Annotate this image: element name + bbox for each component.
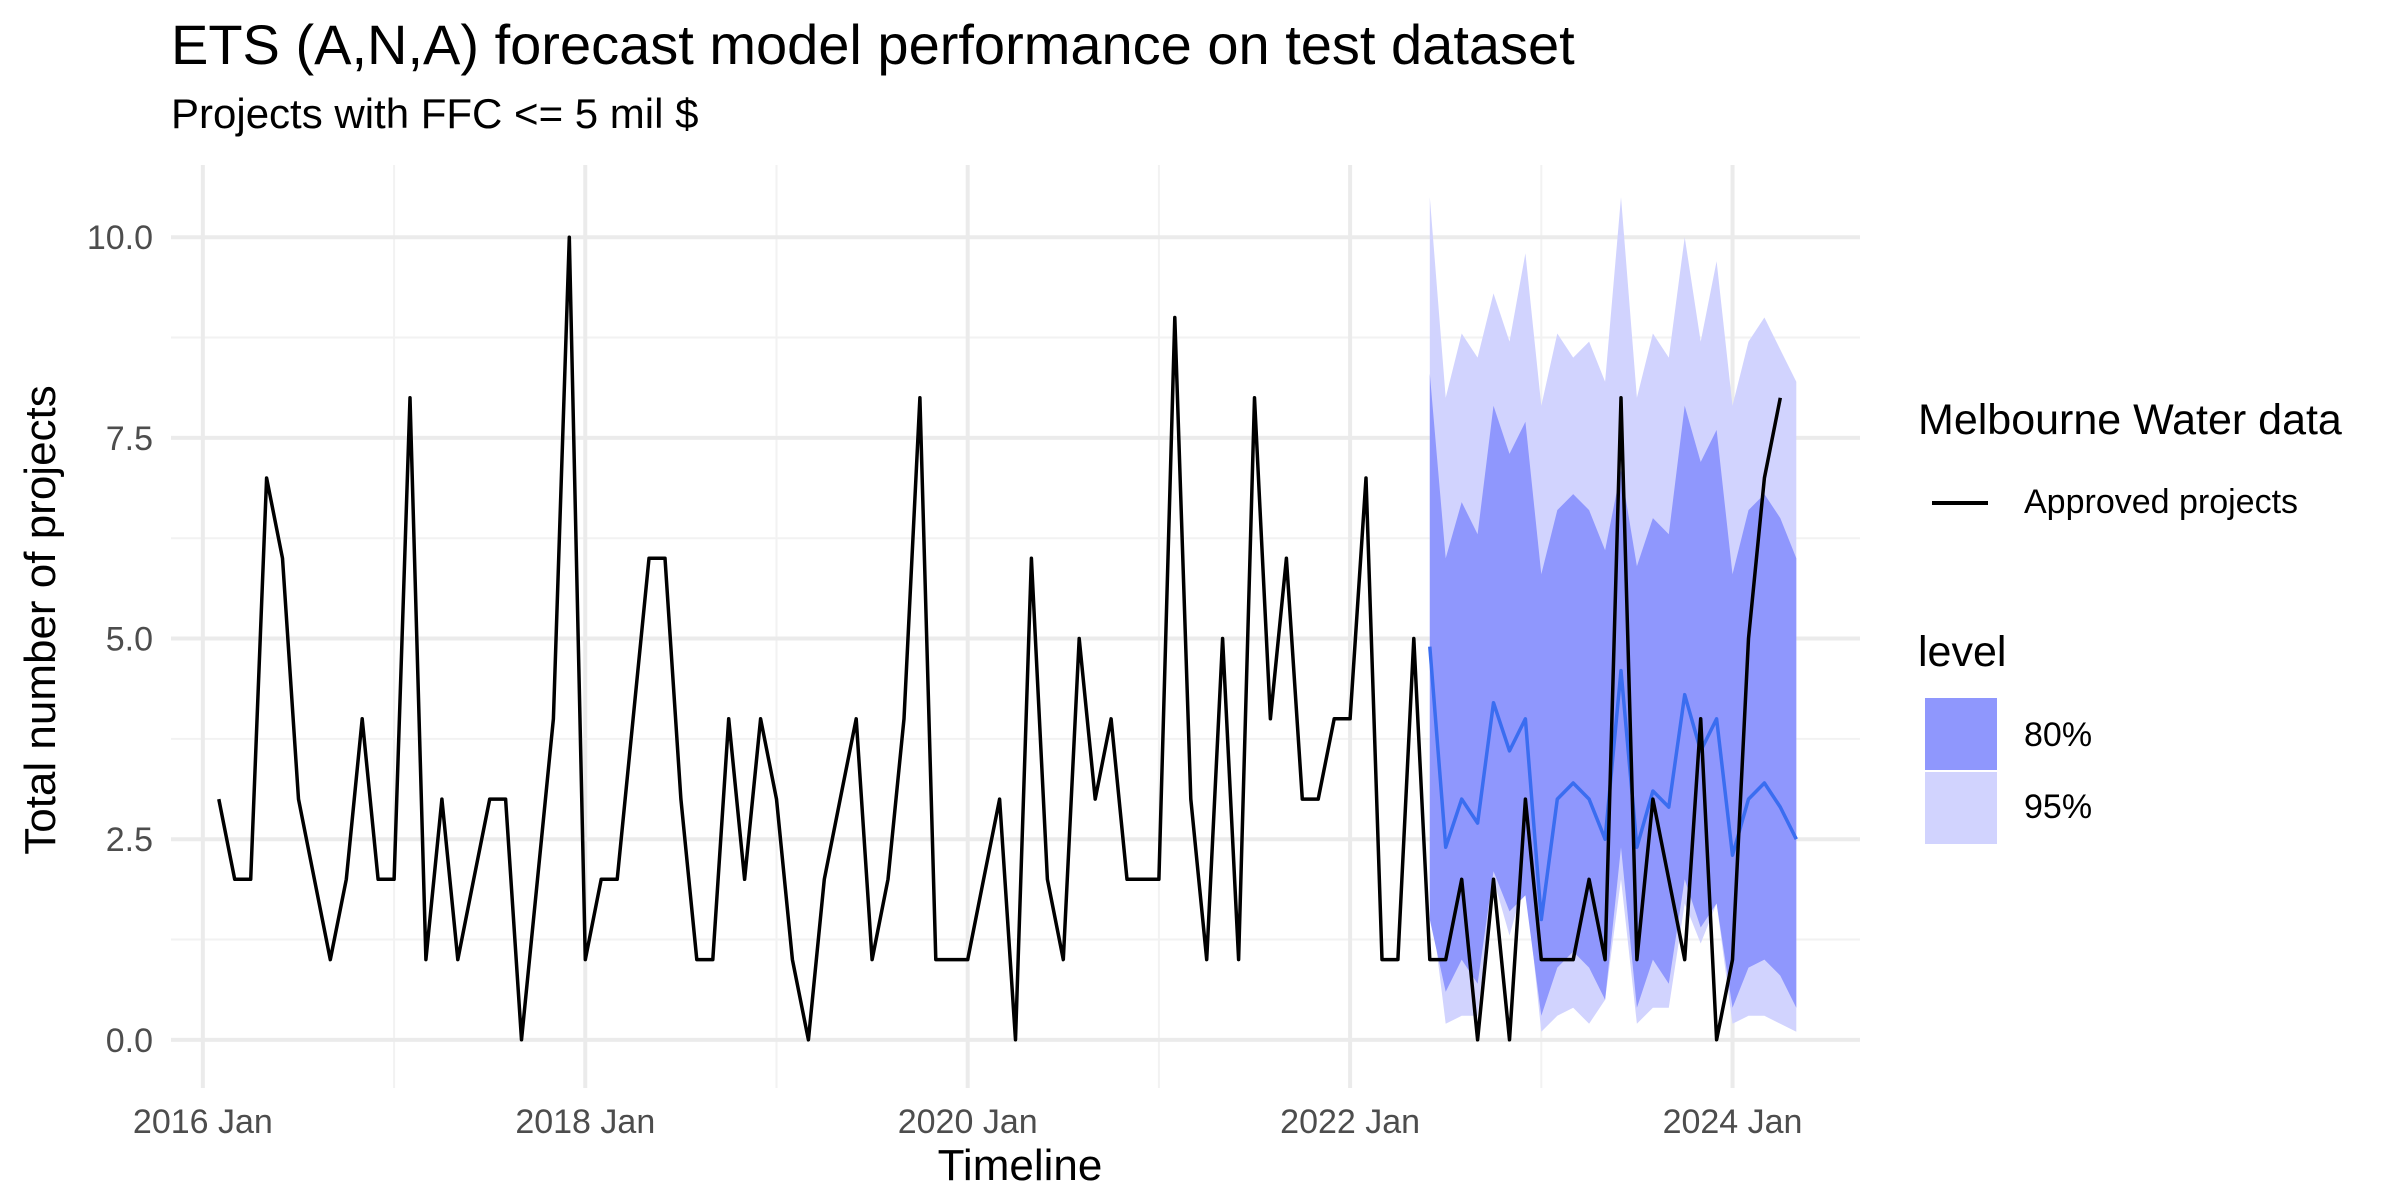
legend-line-title: Melbourne Water data xyxy=(1918,396,2342,444)
series-lines xyxy=(217,235,1798,1042)
legend-key-95 xyxy=(1925,772,1997,844)
x-tick-label: 2022 Jan xyxy=(1280,1103,1420,1141)
y-tick-label: 0.0 xyxy=(106,1022,153,1060)
forecast-bands xyxy=(1429,197,1797,1032)
x-tick-label: 2018 Jan xyxy=(515,1103,655,1141)
y-tick-label: 5.0 xyxy=(106,621,153,659)
x-tick-label: 2020 Jan xyxy=(898,1103,1038,1141)
legend-line-label: Approved projects xyxy=(2024,483,2299,521)
y-tick-label: 2.5 xyxy=(106,821,153,859)
chart-subtitle: Projects with FFC <= 5 mil $ xyxy=(171,90,699,137)
y-tick-label: 10.0 xyxy=(87,219,153,257)
legend-key-80 xyxy=(1925,698,1997,770)
series-line-approved-projects xyxy=(217,235,1783,1042)
y-axis-title: Total number of projects xyxy=(16,385,65,855)
x-axis-title: Timeline xyxy=(938,1141,1103,1190)
chart-title: ETS (A,N,A) forecast model performance o… xyxy=(171,13,1575,76)
tick-labels: 0.0 2.5 5.0 7.5 10.0 2016 Jan 2018 Jan 2020 Jan… xyxy=(87,219,1803,1141)
legend-level-title: level xyxy=(1918,628,2007,676)
x-tick-label: 2024 Jan xyxy=(1663,1103,1803,1141)
legend-label-80: 80% xyxy=(2024,716,2093,754)
x-tick-label: 2016 Jan xyxy=(133,1103,273,1141)
y-tick-label: 7.5 xyxy=(106,420,153,458)
legend-line-key xyxy=(1932,501,1988,505)
legend-label-95: 95% xyxy=(2024,788,2093,826)
forecast-mean-line xyxy=(1428,646,1798,922)
